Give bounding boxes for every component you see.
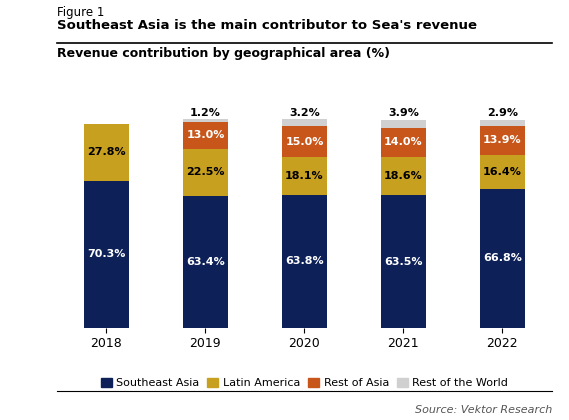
Text: 14.0%: 14.0%	[384, 137, 423, 147]
Bar	[381, 195, 426, 328]
Bar	[480, 126, 525, 155]
Bar	[84, 123, 129, 181]
Text: 1.2%: 1.2%	[190, 108, 221, 118]
Text: 63.4%: 63.4%	[186, 257, 225, 267]
Bar	[381, 157, 426, 195]
Bar	[480, 155, 525, 189]
Text: 15.0%: 15.0%	[285, 136, 324, 147]
Text: 27.8%: 27.8%	[87, 147, 126, 158]
Bar	[84, 181, 129, 328]
Text: Source: Vektor Research: Source: Vektor Research	[415, 405, 552, 415]
Text: Southeast Asia is the main contributor to Sea's revenue: Southeast Asia is the main contributor t…	[57, 19, 477, 32]
Bar	[282, 119, 327, 126]
Bar	[183, 149, 228, 196]
Text: 66.8%: 66.8%	[483, 253, 522, 263]
Text: 70.3%: 70.3%	[87, 249, 126, 260]
Bar	[183, 196, 228, 328]
Text: 16.4%: 16.4%	[483, 167, 522, 176]
Text: 13.9%: 13.9%	[483, 135, 522, 145]
Text: 2.9%: 2.9%	[487, 108, 518, 118]
Text: 3.2%: 3.2%	[289, 108, 320, 118]
Bar	[381, 128, 426, 157]
Bar	[183, 119, 228, 122]
Bar	[480, 120, 525, 126]
Text: Figure 1: Figure 1	[57, 6, 104, 19]
Bar	[183, 122, 228, 149]
Bar	[282, 195, 327, 328]
Text: 18.6%: 18.6%	[384, 171, 423, 181]
Text: 18.1%: 18.1%	[285, 171, 324, 181]
Text: Revenue contribution by geographical area (%): Revenue contribution by geographical are…	[57, 47, 390, 60]
Text: 63.8%: 63.8%	[285, 256, 324, 266]
Bar	[282, 126, 327, 157]
Bar	[381, 120, 426, 128]
Text: 13.0%: 13.0%	[186, 130, 225, 140]
Text: 3.9%: 3.9%	[388, 108, 419, 118]
Legend: Southeast Asia, Latin America, Rest of Asia, Rest of the World: Southeast Asia, Latin America, Rest of A…	[96, 373, 513, 393]
Bar	[282, 157, 327, 195]
Bar	[480, 189, 525, 328]
Text: 63.5%: 63.5%	[384, 257, 423, 267]
Text: 22.5%: 22.5%	[186, 167, 225, 177]
